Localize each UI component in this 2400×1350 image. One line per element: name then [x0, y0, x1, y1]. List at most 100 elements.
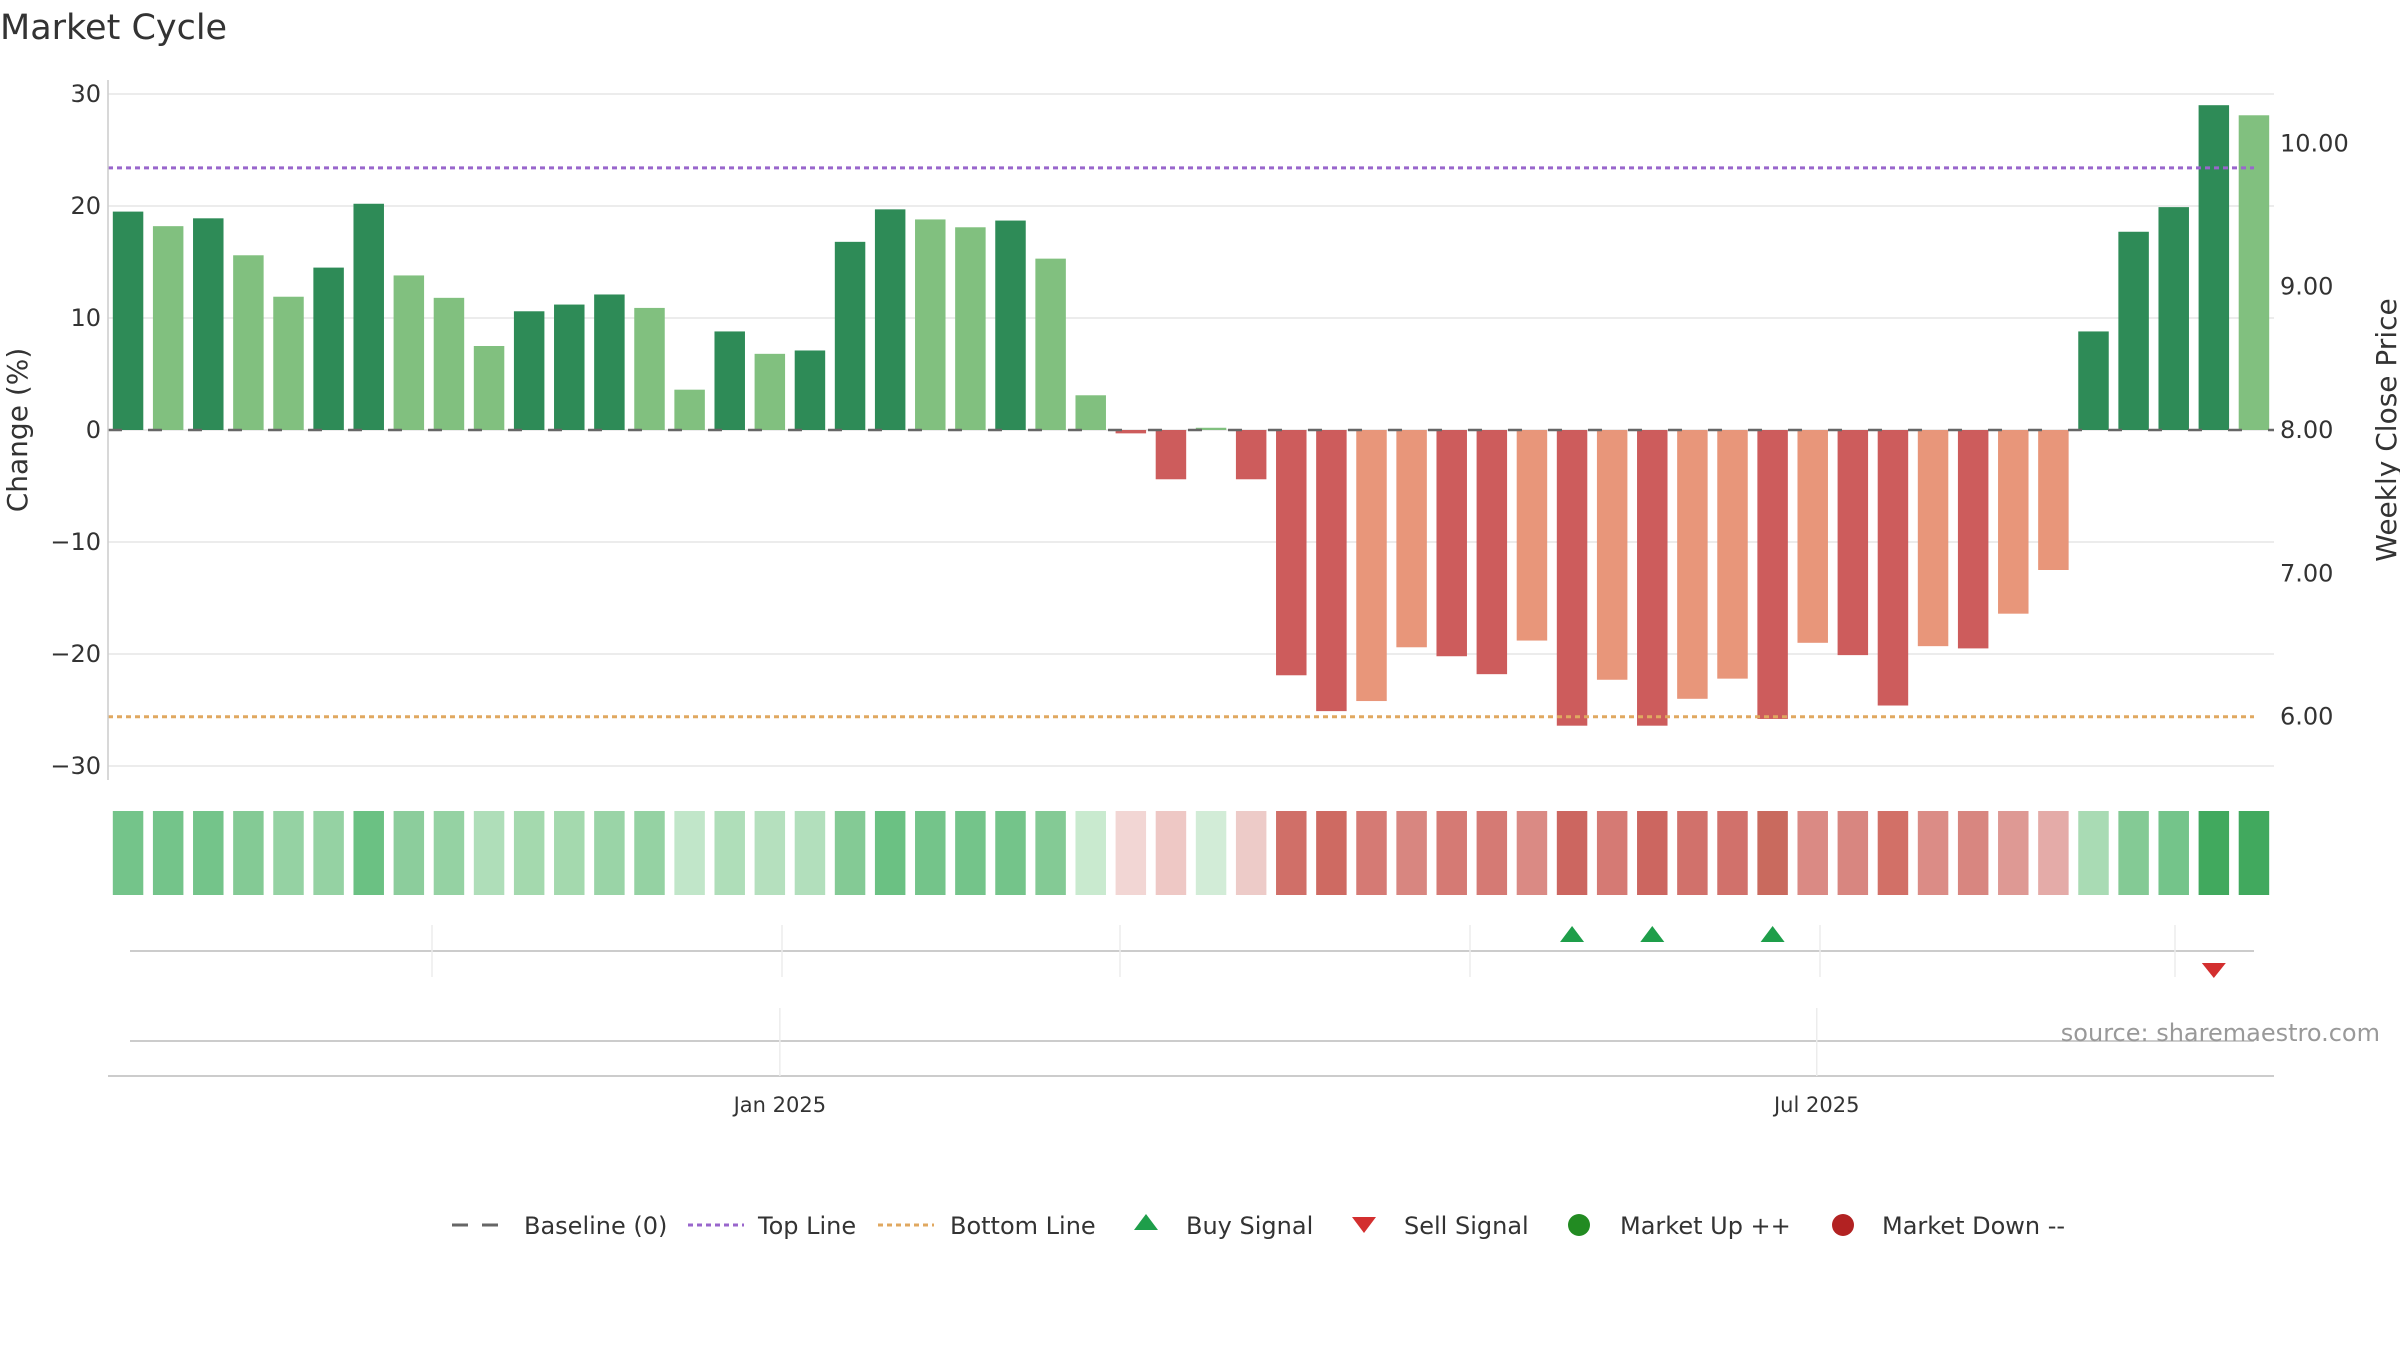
- strip-cell-12: [594, 811, 625, 895]
- y2-tick-label-2: 8.00: [2280, 416, 2333, 444]
- strip-cell-49: [2078, 811, 2109, 895]
- bar-21: [955, 227, 986, 430]
- strip-cell-2: [193, 811, 224, 895]
- strip-cell-53: [2238, 811, 2270, 895]
- bar-11: [554, 304, 585, 430]
- legend-bottom-line-label: Bottom Line: [950, 1212, 1096, 1240]
- y-tick-label-1: 20: [70, 192, 101, 220]
- strip-cell-28: [1235, 811, 1267, 895]
- strip-cell-17: [794, 811, 826, 895]
- bar-29: [1276, 430, 1307, 676]
- bar-34: [1476, 430, 1508, 675]
- bar-2: [193, 218, 224, 430]
- bar-24: [1075, 395, 1106, 430]
- bar-0: [112, 211, 144, 430]
- strip-cell-30: [1316, 811, 1347, 895]
- bar-23: [1035, 258, 1066, 430]
- y2-tick-label-3: 7.00: [2280, 559, 2333, 587]
- strip-cell-5: [313, 811, 344, 895]
- bar-46: [1957, 430, 1989, 649]
- strip-cell-47: [1998, 811, 2029, 895]
- y2-tick-label-1: 9.00: [2280, 273, 2333, 301]
- legend-sell-label: Sell Signal: [1404, 1212, 1529, 1240]
- strip-cell-10: [513, 811, 545, 895]
- strip-cell-16: [754, 811, 786, 895]
- strip-cell-43: [1837, 811, 1869, 895]
- strip-cell-11: [554, 811, 585, 895]
- chart-title: Market Cycle: [0, 8, 227, 48]
- strip-cell-45: [1917, 811, 1949, 895]
- legend-market-up-icon: [1568, 1214, 1590, 1236]
- strip-cell-46: [1957, 811, 1989, 895]
- y2-axis-title: Weekly Close Price: [2370, 298, 2400, 561]
- strip-cell-20: [915, 811, 946, 895]
- bar-16: [754, 353, 786, 430]
- legend-buy-label: Buy Signal: [1186, 1212, 1313, 1240]
- strip-cell-38: [1637, 811, 1668, 895]
- strip-cell-41: [1757, 811, 1788, 895]
- bar-43: [1837, 430, 1869, 656]
- bar-41: [1757, 430, 1788, 719]
- bar-4: [273, 296, 304, 430]
- y-axis-title: Change (%): [1, 348, 34, 513]
- bar-19: [874, 209, 906, 430]
- strip-cell-4: [273, 811, 304, 895]
- bar-48: [2038, 430, 2069, 570]
- strip-cell-21: [955, 811, 986, 895]
- x-tick-label-0: Jan 2025: [732, 1093, 827, 1117]
- bar-22: [995, 220, 1026, 430]
- strip-cell-7: [393, 811, 425, 895]
- legend: Baseline (0) Top Line Bottom Line Buy Signa…: [452, 1212, 2065, 1240]
- y-tick-label-5: −20: [50, 640, 101, 668]
- y-tick-label-2: 10: [70, 304, 101, 332]
- buy-signal-2: [1760, 926, 1785, 942]
- bar-13: [634, 307, 665, 430]
- strip-cell-25: [1115, 811, 1147, 895]
- line-layer: [108, 166, 2274, 719]
- legend-sell-icon: [1352, 1217, 1376, 1233]
- bar-32: [1396, 430, 1427, 648]
- bar-30: [1316, 430, 1347, 712]
- strip-cell-8: [433, 811, 465, 895]
- legend-top-line-label: Top Line: [757, 1212, 856, 1240]
- bar-31: [1356, 430, 1387, 702]
- strip-cell-37: [1596, 811, 1628, 895]
- bar-7: [393, 275, 425, 430]
- legend-buy-icon: [1134, 1214, 1158, 1230]
- strip-cell-33: [1436, 811, 1467, 895]
- bar-40: [1717, 430, 1748, 679]
- bar-27: [1195, 427, 1227, 430]
- lower-panel: Jan 2025 Jul 2025: [108, 1008, 2274, 1117]
- axis-layer: 30 20 10 0 −10 −20 −30 10.00 9.00 8.00 7.00 6.00: [50, 80, 2349, 780]
- strip-cell-0: [112, 811, 144, 895]
- bar-42: [1797, 430, 1828, 643]
- strip-cell-19: [874, 811, 906, 895]
- strip-cell-39: [1677, 811, 1708, 895]
- buy-signal-0: [1560, 926, 1585, 942]
- strip-cell-9: [473, 811, 505, 895]
- y-tick-label-0: 30: [70, 80, 101, 108]
- sell-signal-0: [2201, 963, 2226, 978]
- y2-tick-label-4: 6.00: [2280, 703, 2333, 731]
- strip-cell-34: [1476, 811, 1508, 895]
- strip-cell-48: [2038, 811, 2069, 895]
- bar-44: [1877, 430, 1909, 706]
- strip-cell-18: [834, 811, 866, 895]
- legend-market-down-label: Market Down --: [1882, 1212, 2065, 1240]
- legend-market-down-icon: [1832, 1214, 1854, 1236]
- strip-cell-51: [2158, 811, 2189, 895]
- strip-cell-42: [1797, 811, 1828, 895]
- strip-cell-36: [1556, 811, 1588, 895]
- bar-12: [594, 294, 625, 430]
- strip-cell-26: [1155, 811, 1187, 895]
- bar-45: [1917, 430, 1949, 647]
- signal-panel: [130, 925, 2254, 978]
- source-label: source: sharemaestro.com: [2061, 1019, 2380, 1047]
- strip-cell-6: [353, 811, 384, 895]
- bar-47: [1998, 430, 2029, 614]
- bar-20: [915, 219, 946, 430]
- y-tick-label-3: 0: [86, 416, 101, 444]
- bar-17: [794, 350, 826, 430]
- bar-39: [1677, 430, 1708, 699]
